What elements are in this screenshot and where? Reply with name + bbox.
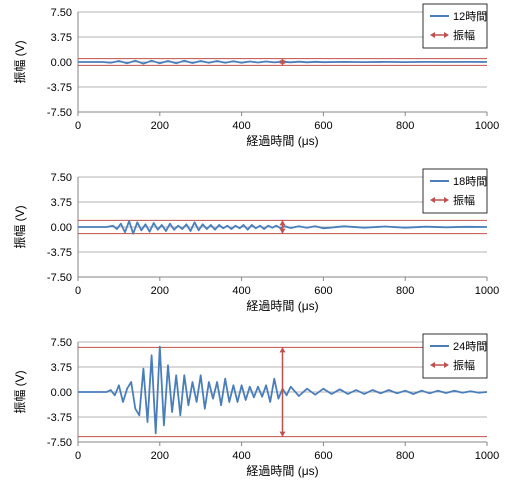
x-tick-label: 200 bbox=[151, 285, 169, 297]
legend-label: 12時間 bbox=[453, 10, 487, 23]
y-tick-label: 0.00 bbox=[51, 222, 72, 234]
y-tick-label: -3.75 bbox=[47, 412, 72, 424]
amplitude-arrowhead-top bbox=[279, 220, 286, 226]
y-tick-label: -7.50 bbox=[47, 107, 72, 119]
chart-panel-1: 7.50 3.75 0.00 -3.75 -7.500 200 400 600 800 1000 経… bbox=[12, 3, 499, 148]
y-axis-title: 振幅 (V) bbox=[12, 205, 27, 248]
y-axis-title: 振幅 (V) bbox=[12, 40, 27, 83]
x-tick-label: 1000 bbox=[475, 120, 499, 132]
amplitude-arrowhead-bottom bbox=[279, 60, 286, 66]
legend-arrowhead-left bbox=[430, 362, 435, 368]
x-axis-title: 経過時間 (μs) bbox=[246, 299, 318, 313]
legend-label: 振幅 bbox=[453, 193, 475, 207]
x-axis-title: 経過時間 (μs) bbox=[246, 134, 318, 148]
y-tick-label: 7.50 bbox=[51, 7, 72, 19]
y-tick-label: -7.50 bbox=[47, 437, 72, 449]
signal-line bbox=[78, 345, 488, 435]
x-tick-label: 800 bbox=[396, 120, 414, 132]
legend-arrowhead-left bbox=[430, 197, 435, 203]
x-tick-label: 400 bbox=[232, 450, 250, 462]
x-tick-label: 400 bbox=[232, 120, 250, 132]
chart-panel-2: 7.50 3.75 0.00 -3.75 -7.500 200 400 600 800 1000 経… bbox=[12, 168, 499, 313]
y-tick-label: 0.00 bbox=[51, 57, 72, 69]
x-tick-label: 0 bbox=[75, 120, 81, 132]
y-tick-label: -3.75 bbox=[47, 82, 72, 94]
legend-box bbox=[422, 3, 488, 49]
x-tick-label: 400 bbox=[232, 285, 250, 297]
x-axis-title: 経過時間 (μs) bbox=[246, 464, 318, 478]
y-tick-label: -3.75 bbox=[47, 247, 72, 259]
x-tick-label: 600 bbox=[314, 285, 332, 297]
legend-box bbox=[422, 333, 488, 379]
y-tick-label: 7.50 bbox=[51, 172, 72, 184]
signal-line bbox=[78, 59, 488, 65]
amplitude-arrowhead-bottom bbox=[279, 431, 286, 437]
x-tick-label: 800 bbox=[396, 450, 414, 462]
legend-arrowhead-left bbox=[430, 32, 435, 38]
legend-label: 24時間 bbox=[453, 340, 487, 353]
y-tick-label: 3.75 bbox=[51, 362, 72, 374]
y-tick-label: 3.75 bbox=[51, 197, 72, 209]
legend-arrowhead-right bbox=[444, 32, 449, 38]
x-tick-label: 1000 bbox=[475, 450, 499, 462]
y-tick-label: -7.50 bbox=[47, 272, 72, 284]
legend-arrowhead-right bbox=[444, 197, 449, 203]
x-tick-label: 600 bbox=[314, 450, 332, 462]
chart-panel-3: 7.50 3.75 0.00 -3.75 -7.500 200 400 600 800 1000 経… bbox=[12, 333, 499, 478]
legend-label: 18時間 bbox=[453, 175, 487, 188]
x-tick-label: 800 bbox=[396, 285, 414, 297]
y-axis-title: 振幅 (V) bbox=[12, 370, 27, 413]
legend-box bbox=[422, 168, 488, 214]
y-tick-label: 7.50 bbox=[51, 337, 72, 349]
x-tick-label: 1000 bbox=[475, 285, 499, 297]
amplitude-arrowhead-top bbox=[279, 347, 286, 353]
amplitude-arrowhead-bottom bbox=[279, 228, 286, 234]
y-tick-label: 0.00 bbox=[51, 387, 72, 399]
x-tick-label: 600 bbox=[314, 120, 332, 132]
x-tick-label: 0 bbox=[75, 285, 81, 297]
y-tick-label: 3.75 bbox=[51, 32, 72, 44]
legend-label: 振幅 bbox=[453, 358, 475, 372]
signal-line bbox=[78, 220, 488, 235]
legend-arrowhead-right bbox=[444, 362, 449, 368]
x-tick-label: 200 bbox=[151, 120, 169, 132]
legend-label: 振幅 bbox=[453, 28, 475, 42]
x-tick-label: 200 bbox=[151, 450, 169, 462]
x-tick-label: 0 bbox=[75, 450, 81, 462]
